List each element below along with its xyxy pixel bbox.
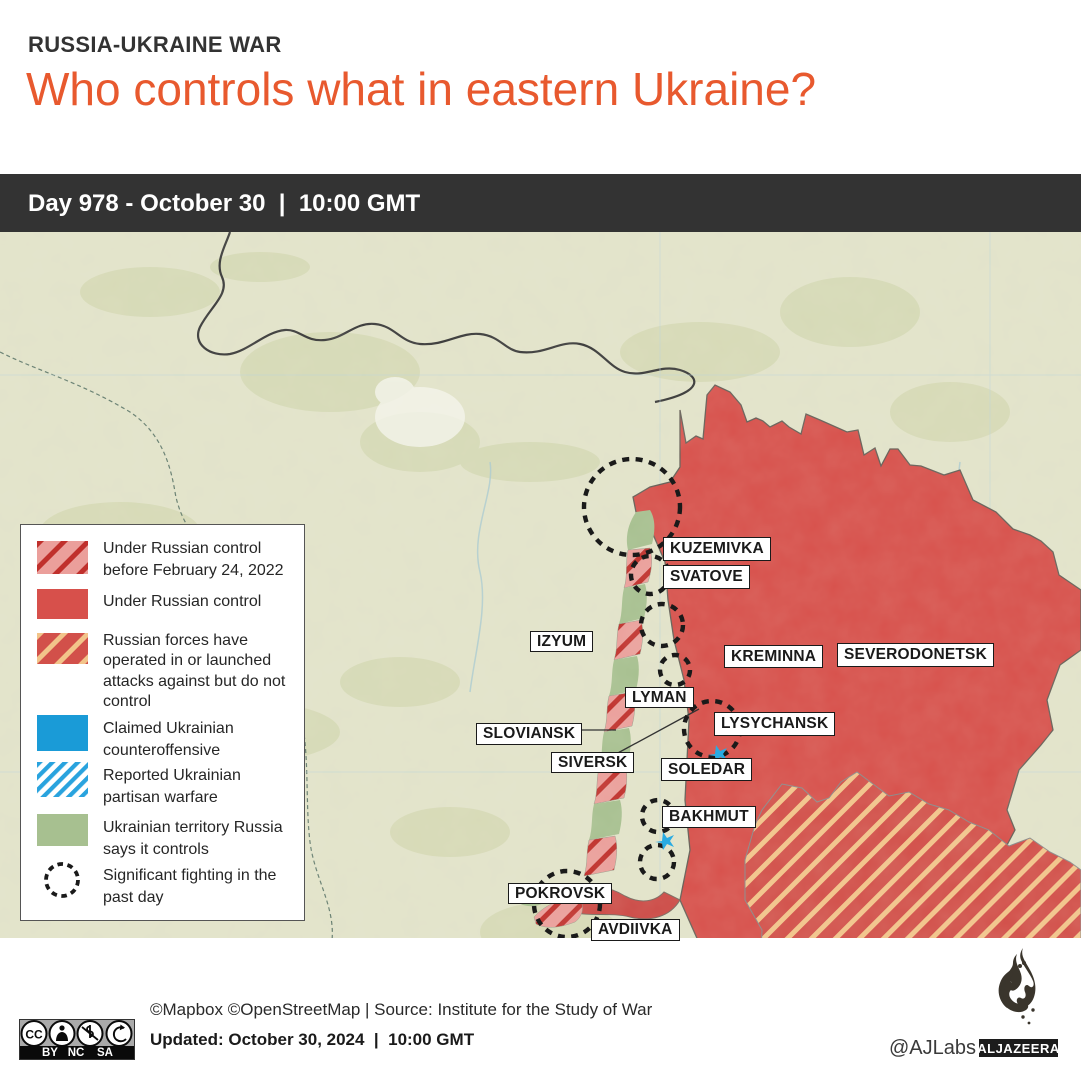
svg-text:BY: BY	[42, 1047, 58, 1059]
svg-text:CC: CC	[25, 1028, 43, 1042]
svg-text:SA: SA	[97, 1047, 113, 1059]
svg-text:NC: NC	[68, 1047, 85, 1059]
